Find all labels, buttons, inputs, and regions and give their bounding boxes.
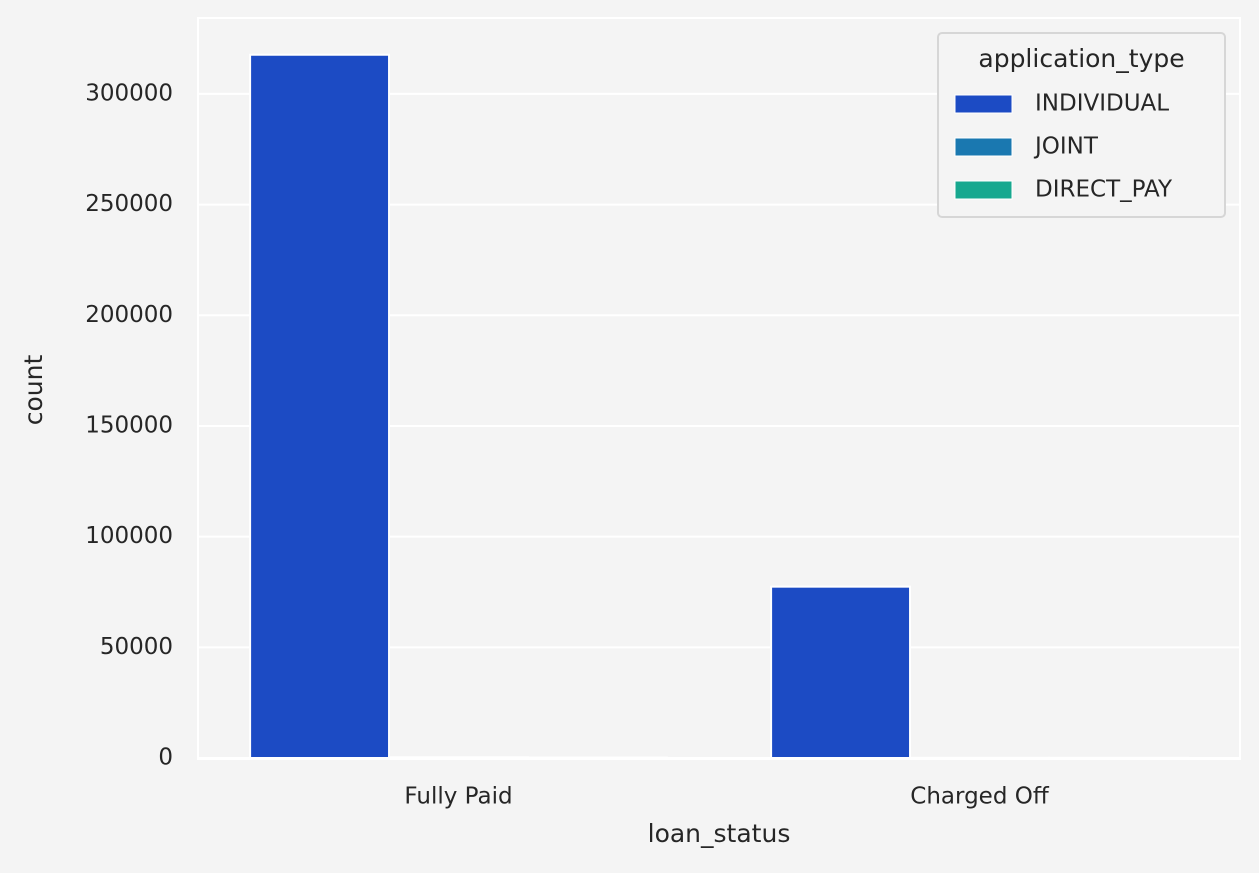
y-tick-label: 0 xyxy=(158,745,173,771)
legend-title: application_type xyxy=(978,44,1184,73)
legend-box xyxy=(937,32,1226,218)
y-tick-label: 250000 xyxy=(85,191,173,217)
bar xyxy=(770,585,912,760)
grid: 0 50000 100000 150000 200000 250000 300000 Full… xyxy=(85,80,1240,810)
bars xyxy=(249,53,1189,760)
y-tick-label: 50000 xyxy=(100,634,173,660)
bar xyxy=(249,53,391,760)
y-tick-label: 300000 xyxy=(85,80,173,106)
legend-label: DIRECT_PAY xyxy=(1035,177,1173,203)
y-tick-label: 100000 xyxy=(85,523,173,549)
legend-label: INDIVIDUAL xyxy=(1035,91,1169,117)
legend: application_type INDIVIDUAL JOINT DIRECT_PA… xyxy=(937,32,1226,218)
y-tick-label: 150000 xyxy=(85,412,173,438)
legend-swatch xyxy=(954,94,1013,114)
bar xyxy=(388,756,529,759)
legend-swatch xyxy=(954,180,1013,200)
y-tick-label: 200000 xyxy=(85,302,173,328)
legend-label: JOINT xyxy=(1033,134,1099,160)
x-axis-label: loan_status xyxy=(648,819,791,848)
y-axis-label: count xyxy=(19,355,48,426)
x-tick-label: Fully Paid xyxy=(404,784,512,810)
x-tick-label: Charged Off xyxy=(910,784,1050,810)
legend-swatch xyxy=(954,137,1013,157)
